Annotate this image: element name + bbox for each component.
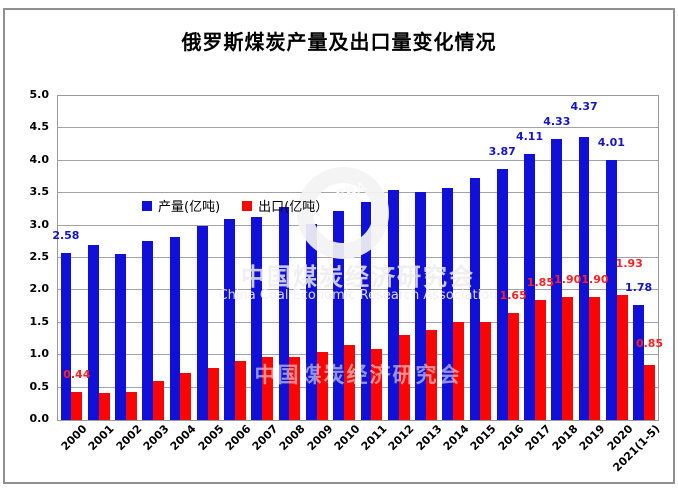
data-label-export-2017: 1.85	[526, 276, 554, 290]
bar-export-2015	[480, 321, 492, 420]
data-label-production-2017: 4.11	[515, 129, 544, 143]
bar-export-2016	[507, 313, 519, 420]
data-label-production-2016: 3.87	[488, 145, 516, 159]
data-label-production-2019: 4.37	[570, 99, 598, 113]
gridline	[58, 127, 658, 129]
bar-production-2006	[224, 219, 235, 420]
data-label-export-2016: 1.65	[499, 289, 527, 303]
gridline	[58, 354, 658, 356]
bar-export-2008	[289, 356, 301, 420]
legend-item-export: 出口(亿吨）	[242, 196, 328, 215]
gridline	[58, 257, 658, 258]
ytick-2.5: 2.5	[29, 250, 50, 263]
gridline	[58, 386, 658, 388]
ytick-2.0: 2.0	[29, 282, 50, 296]
legend-label-production: 产量(亿吨)	[158, 200, 221, 215]
bar-production-2017	[524, 153, 535, 420]
data-label-production-2018: 4.33	[543, 115, 571, 129]
bar-production-2013	[415, 191, 426, 420]
bar-export-2019	[589, 296, 601, 420]
bar-production-2007	[251, 216, 263, 420]
ytick-1.0: 1.0	[29, 347, 50, 361]
ytick-3.0: 3.0	[29, 217, 50, 231]
ytick-4.5: 4.5	[29, 120, 50, 134]
legend: 产量(亿吨) 出口(亿吨）	[142, 196, 328, 215]
ytick-5.0: 5.0	[29, 88, 50, 101]
watermark-cn-text: 中国煤炭经济研究会	[241, 263, 475, 291]
bar-export-2006	[234, 361, 246, 420]
bar-production-2015	[469, 178, 481, 420]
plot-area: ERA 中国煤炭经济研究会 China Coal Economic Resear…	[52, 95, 663, 421]
bar-export-2017	[534, 300, 546, 420]
bar-export-2013	[425, 329, 437, 420]
chart-title: 俄罗斯煤炭产量及出口量变化情况	[181, 30, 497, 54]
bar-export-2003	[153, 381, 165, 420]
bar-production-2000	[60, 252, 72, 420]
bar-production-2018	[551, 139, 563, 420]
bar-production-2005	[196, 225, 208, 420]
legend-label-export: 出口(亿吨）	[258, 200, 329, 215]
gridline	[58, 289, 658, 291]
gridline	[58, 159, 658, 161]
ytick-0.0: 0.0	[29, 412, 50, 425]
ytick-3.5: 3.5	[29, 185, 50, 199]
bar-production-2011	[360, 202, 372, 420]
watermark-band-text: 中国煤炭经济研究会	[254, 363, 462, 387]
data-label-export-2018: 1.90	[554, 272, 582, 286]
bar-production-2012	[387, 189, 399, 420]
bar-production-2016	[496, 169, 508, 420]
bar-export-2020	[616, 294, 628, 420]
data-label-production-2000: 2.58	[52, 228, 80, 242]
bar-export-2011	[371, 348, 383, 420]
bar-export-2001	[98, 392, 110, 420]
bar-export-2000	[71, 391, 83, 420]
data-label-export-2020: 1.93	[615, 256, 643, 270]
bar-export-2009	[316, 351, 328, 420]
bar-export-2012	[398, 335, 410, 420]
bar-export-2018	[562, 296, 574, 420]
data-label-export-2000: 0.44	[63, 367, 91, 381]
bar-export-2014	[453, 321, 465, 420]
bar-production-2020	[605, 160, 617, 420]
data-label-production-2020: 4.01	[597, 136, 625, 150]
production-swatch-icon	[142, 200, 152, 211]
export-swatch-icon	[242, 200, 253, 211]
watermark-en-text: China Coal Economic Research Association	[218, 288, 498, 303]
data-label-production-2021(1-5): 1.78	[625, 280, 653, 294]
bar-export-2010	[344, 344, 356, 420]
bar-production-2009	[305, 224, 317, 420]
bar-production-2008	[278, 206, 290, 420]
bar-production-2001	[87, 245, 99, 420]
bar-export-2005	[207, 368, 219, 420]
data-label-export-2021(1-5): 0.85	[635, 336, 664, 350]
bar-production-2003	[142, 241, 154, 420]
bar-production-2021(1-5)	[633, 304, 645, 420]
bar-production-2019	[578, 136, 590, 420]
ytick-1.5: 1.5	[29, 314, 50, 328]
gridline	[58, 321, 658, 323]
legend-item-production: 产量(亿吨)	[142, 196, 220, 215]
bar-export-2021(1-5)	[644, 364, 656, 420]
bar-production-2004	[169, 236, 181, 420]
ytick-4.0: 4.0	[29, 152, 50, 166]
data-label-export-2019: 1.90	[581, 272, 609, 286]
bar-export-2004	[180, 373, 192, 420]
bar-export-2002	[125, 392, 137, 420]
bar-production-2010	[333, 211, 345, 420]
ytick-0.5: 0.5	[29, 379, 50, 393]
bar-export-2007	[262, 356, 274, 420]
bar-production-2002	[115, 254, 126, 420]
bar-production-2014	[442, 188, 454, 420]
